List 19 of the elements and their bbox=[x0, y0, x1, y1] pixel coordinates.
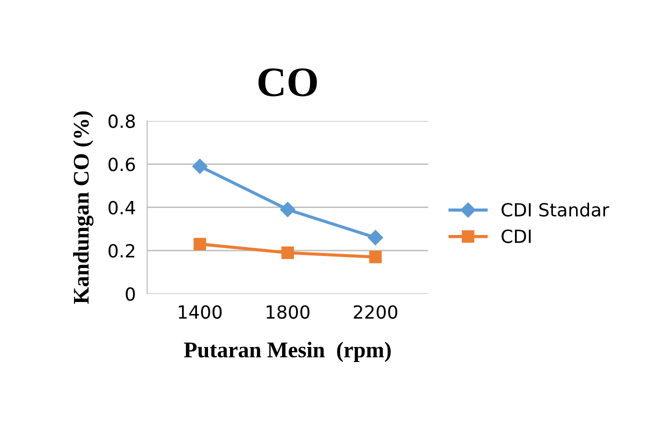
chart-title: CO bbox=[258, 68, 317, 96]
x-axis-title: Putaran Mesin (rpm) bbox=[184, 342, 391, 362]
y-tick-label: 0.2 bbox=[108, 244, 134, 258]
x-tick-label: 2200 bbox=[354, 305, 398, 319]
x-tick-label: 1400 bbox=[178, 305, 222, 319]
y-tick-label: 0.6 bbox=[108, 158, 135, 172]
legend-label: CDI bbox=[502, 229, 531, 244]
legend-label: CDI Standar bbox=[502, 202, 610, 217]
y-axis-title: Kandungan CO (%) bbox=[73, 111, 94, 304]
x-tick-label: 1800 bbox=[266, 305, 310, 319]
point bbox=[194, 238, 206, 250]
point bbox=[192, 158, 208, 174]
point bbox=[281, 246, 294, 259]
y-tick-label: 0.4 bbox=[108, 200, 136, 214]
y-tick-label: 0 bbox=[126, 287, 135, 301]
point bbox=[369, 250, 382, 264]
point bbox=[368, 230, 384, 246]
point bbox=[280, 202, 296, 218]
y-tick-label: 0.8 bbox=[108, 114, 135, 128]
